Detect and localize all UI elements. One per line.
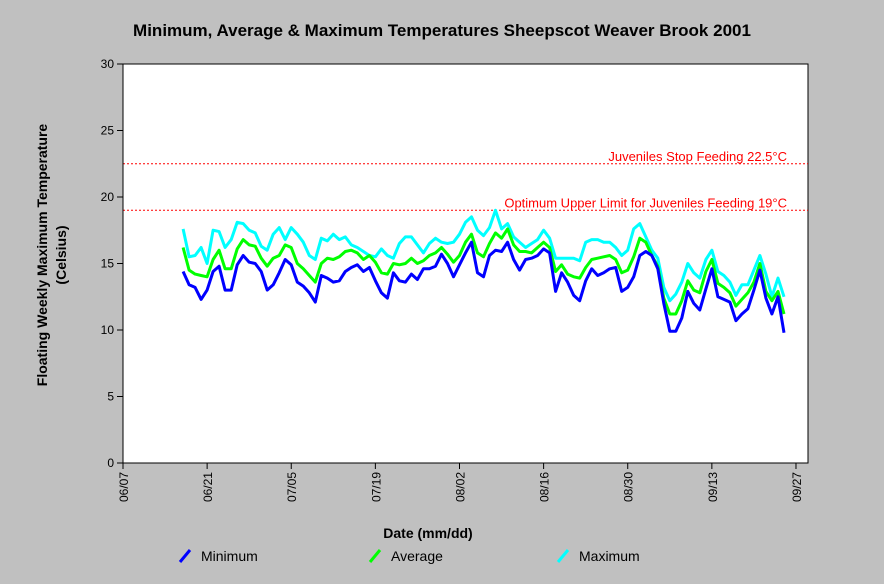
x-axis-label: Date (mm/dd) <box>383 525 472 541</box>
y-tick-label: 25 <box>101 124 115 138</box>
legend-swatch-average <box>368 549 382 563</box>
x-tick-label: 08/02 <box>453 472 467 502</box>
x-tick-label: 09/13 <box>706 472 720 502</box>
chart-title: Minimum, Average & Maximum Temperatures … <box>133 21 751 40</box>
y-tick-label: 20 <box>101 190 115 204</box>
reference-lines: Juveniles Stop Feeding 22.5°C Optimum Upp… <box>123 149 808 211</box>
legend-swatch-maximum <box>556 549 570 563</box>
legend-label: Average <box>391 548 443 564</box>
x-tick-label: 08/30 <box>622 472 636 502</box>
series-lines <box>181 208 786 333</box>
legend-swatch-minimum <box>178 549 192 563</box>
x-tick-label: 07/05 <box>285 472 299 502</box>
y-tick-label: 10 <box>101 323 115 337</box>
reference-line-label: Optimum Upper Limit for Juveniles Feedin… <box>504 195 787 210</box>
series-line-minimum <box>181 240 786 333</box>
x-tick-label: 07/19 <box>369 472 383 502</box>
y-tick-label: 5 <box>107 390 114 404</box>
legend-label: Minimum <box>201 548 258 564</box>
y-tick-label: 30 <box>101 57 115 71</box>
y-axis-label-line2: (Celsius) <box>53 225 69 284</box>
legend-label: Maximum <box>579 548 640 564</box>
x-tick-label: 06/07 <box>117 472 131 502</box>
y-tick-label: 15 <box>101 257 115 271</box>
x-tick-label: 06/21 <box>201 472 215 502</box>
x-tick-label: 09/27 <box>790 472 804 502</box>
x-tick-label: 08/16 <box>538 472 552 502</box>
series-line-maximum <box>181 208 786 303</box>
x-axis: 06/07 06/21 07/05 07/19 08/02 08/16 08/30 09/13… <box>117 462 808 502</box>
y-tick-label: 0 <box>107 456 114 470</box>
reference-line-label: Juveniles Stop Feeding 22.5°C <box>608 149 787 164</box>
y-axis: 0 5 10 15 20 25 30 <box>101 57 124 470</box>
legend: Minimum Average Maximum <box>178 548 640 564</box>
series-line-average <box>181 227 786 316</box>
y-axis-label-line1: Floating Weekly Maximum Temperature <box>34 124 50 387</box>
